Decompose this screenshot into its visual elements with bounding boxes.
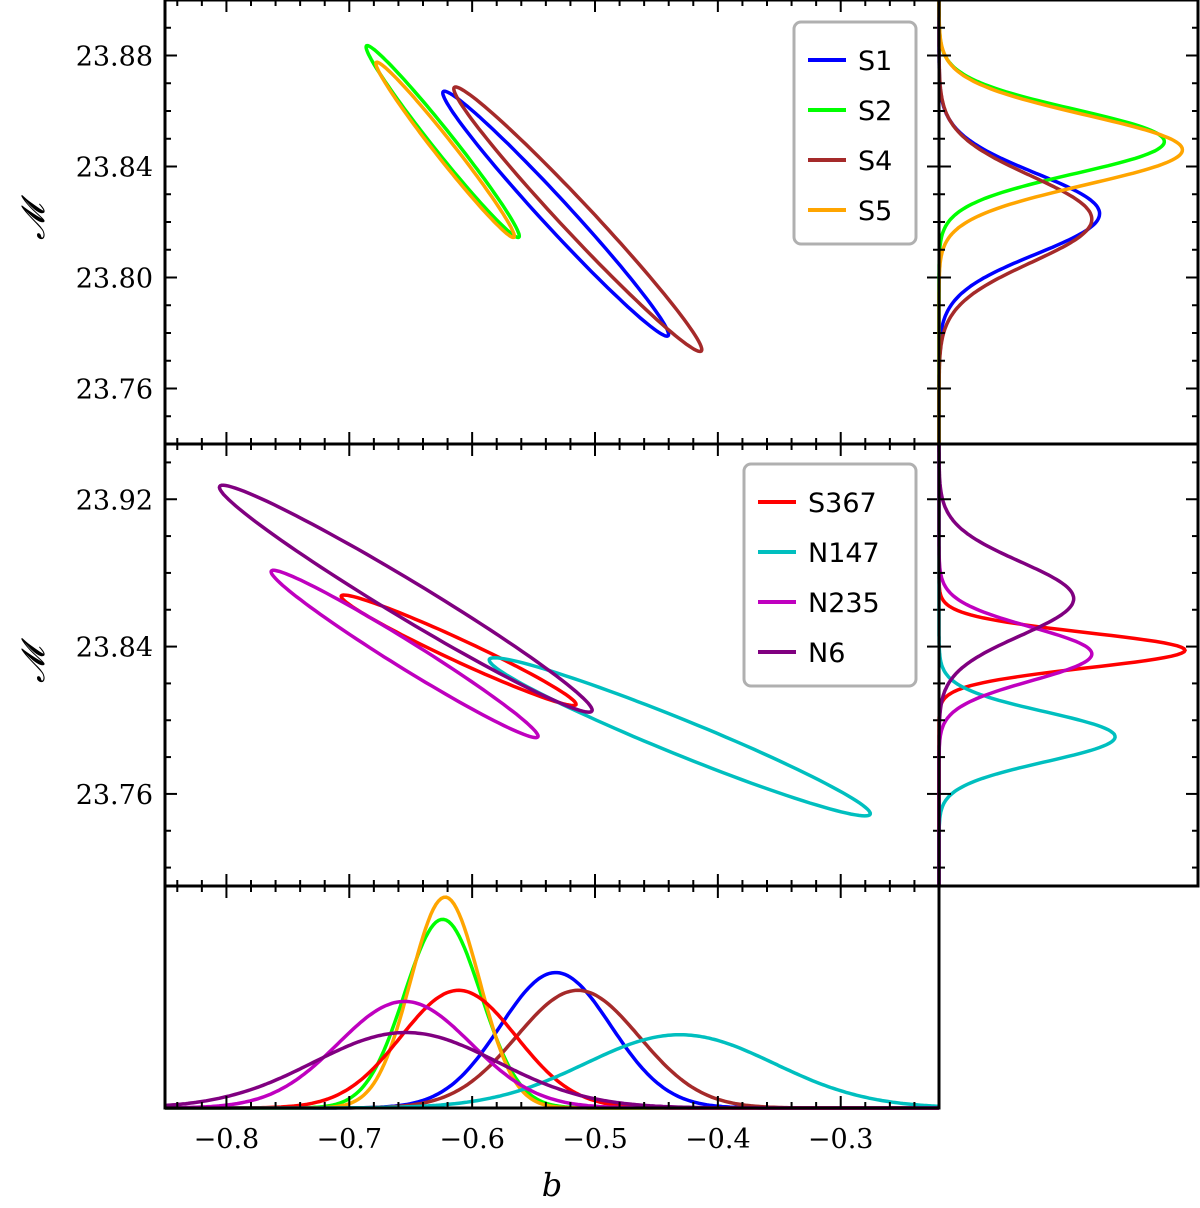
x-axis-label: b	[542, 1166, 562, 1204]
middle-panel-area: 23.76 23.84 23.92	[76, 444, 939, 886]
marginal-m-n6	[937, 444, 1076, 886]
right-top-panel-area	[937, 0, 1198, 444]
top-panel-area: 23.76 23.80 23.84 23.88	[76, 0, 939, 444]
contour-n6	[217, 483, 595, 714]
legend-label-n6: N6	[808, 638, 845, 669]
marginal-m-s5	[937, 0, 1185, 444]
panel-frames	[163, 0, 1200, 1110]
middle-y-axis-label: 𝓜	[14, 638, 52, 683]
legend-label-s4: S4	[858, 146, 892, 177]
y-tick-label: 23.80	[76, 264, 153, 295]
legend-label-s1: S1	[858, 46, 892, 77]
contour-s2	[364, 43, 522, 240]
bottom-panel-area: −0.8 −0.7 −0.6 −0.5 −0.4 −0.3	[164, 886, 940, 1155]
marginal-b-n235	[165, 999, 939, 1110]
marginal-b-n6	[164, 1030, 939, 1110]
y-tick-label: 23.92	[76, 485, 153, 516]
contour-s5	[374, 60, 517, 240]
top-legend: S1 S2 S4 S5	[792, 20, 918, 246]
legend-label-s2: S2	[858, 96, 892, 127]
right-middle-panel-frame	[937, 442, 1200, 888]
contour-n147	[487, 656, 873, 818]
top-y-axis-label: 𝓜	[14, 195, 52, 240]
marginal-m-s1	[937, 0, 1102, 444]
x-tick-label: −0.8	[194, 1124, 260, 1155]
x-tick-label: −0.3	[808, 1124, 874, 1155]
middle-legend: S367 N147 N235 N6	[742, 462, 918, 688]
x-tick-label: −0.7	[317, 1124, 383, 1155]
x-tick-label: −0.4	[685, 1124, 751, 1155]
contour-s367	[339, 593, 578, 708]
marginal-m-s367	[937, 444, 1187, 886]
y-tick-label: 23.84	[76, 153, 153, 184]
middle-legend-box	[742, 462, 918, 688]
y-tick-label: 23.76	[76, 375, 153, 406]
legend-label-n147: N147	[808, 538, 880, 569]
legend-label-s5: S5	[858, 196, 892, 227]
marginal-b-n147	[165, 1032, 940, 1110]
x-tick-label: −0.5	[562, 1124, 628, 1155]
y-tick-label: 23.84	[76, 633, 153, 664]
legend-label-n235: N235	[808, 588, 880, 619]
y-tick-label: 23.76	[76, 780, 153, 811]
right-middle-panel-area	[937, 444, 1198, 886]
top-legend-box	[792, 20, 918, 246]
contour-s1	[441, 89, 671, 338]
right-top-panel-frame	[937, 0, 1200, 446]
marginal-m-n235	[937, 444, 1094, 886]
marginal-m-s4	[937, 0, 1094, 444]
contour-s4	[452, 85, 704, 354]
x-tick-label: −0.6	[439, 1124, 505, 1155]
contour-n235	[269, 568, 540, 740]
y-tick-label: 23.88	[76, 42, 153, 73]
legend-label-s367: S367	[808, 488, 877, 519]
marginal-m-s2	[937, 0, 1167, 444]
bottom-panel-frame	[163, 884, 941, 1110]
